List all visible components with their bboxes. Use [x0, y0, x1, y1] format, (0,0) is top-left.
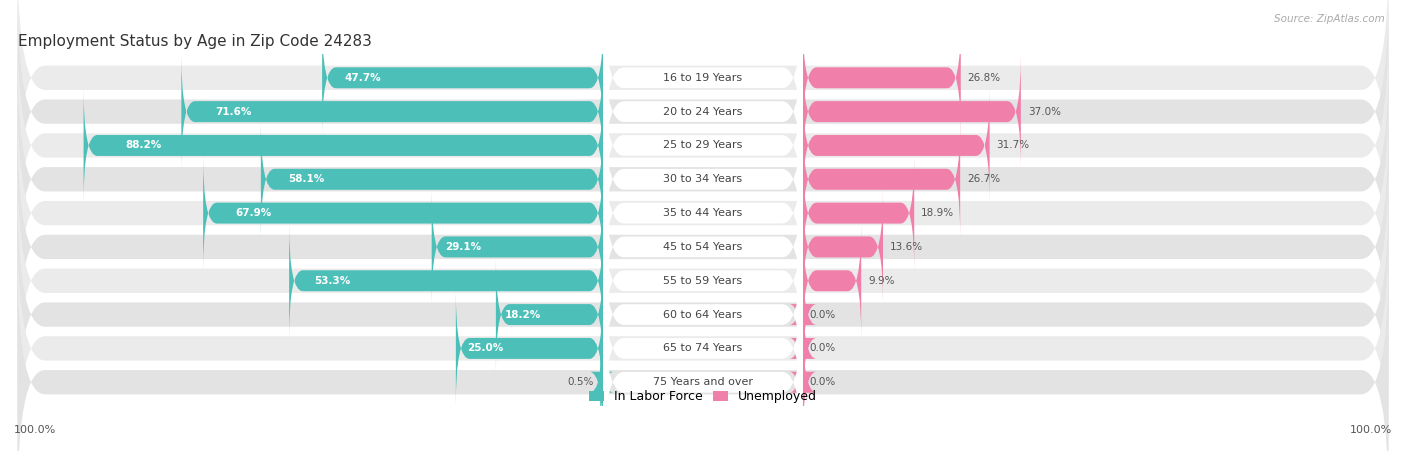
FancyBboxPatch shape: [603, 54, 803, 237]
FancyBboxPatch shape: [603, 291, 803, 451]
FancyBboxPatch shape: [603, 0, 803, 169]
FancyBboxPatch shape: [603, 156, 803, 338]
Text: 37.0%: 37.0%: [1028, 106, 1060, 117]
FancyBboxPatch shape: [789, 325, 817, 439]
FancyBboxPatch shape: [17, 259, 1389, 451]
FancyBboxPatch shape: [17, 157, 1389, 404]
FancyBboxPatch shape: [17, 225, 1389, 451]
FancyBboxPatch shape: [803, 156, 914, 270]
Text: 25.0%: 25.0%: [468, 343, 503, 354]
Text: 88.2%: 88.2%: [125, 140, 162, 151]
FancyBboxPatch shape: [603, 88, 803, 271]
Text: 20 to 24 Years: 20 to 24 Years: [664, 106, 742, 117]
Text: 13.6%: 13.6%: [890, 242, 922, 252]
Text: 9.9%: 9.9%: [868, 276, 894, 286]
FancyBboxPatch shape: [603, 189, 803, 372]
Text: 0.0%: 0.0%: [810, 377, 837, 387]
FancyBboxPatch shape: [432, 190, 603, 304]
FancyBboxPatch shape: [803, 224, 862, 338]
FancyBboxPatch shape: [803, 55, 1021, 169]
FancyBboxPatch shape: [803, 21, 960, 135]
FancyBboxPatch shape: [456, 291, 603, 405]
Text: 100.0%: 100.0%: [14, 425, 56, 435]
FancyBboxPatch shape: [789, 291, 817, 405]
Text: 35 to 44 Years: 35 to 44 Years: [664, 208, 742, 218]
Text: 26.8%: 26.8%: [967, 73, 1001, 83]
FancyBboxPatch shape: [290, 224, 603, 338]
Text: 30 to 34 Years: 30 to 34 Years: [664, 174, 742, 184]
Text: 0.5%: 0.5%: [567, 377, 593, 387]
Text: 75 Years and over: 75 Years and over: [652, 377, 754, 387]
FancyBboxPatch shape: [789, 258, 817, 372]
Text: 25 to 29 Years: 25 to 29 Years: [664, 140, 742, 151]
Text: Source: ZipAtlas.com: Source: ZipAtlas.com: [1274, 14, 1385, 23]
FancyBboxPatch shape: [803, 190, 883, 304]
Text: 18.2%: 18.2%: [505, 309, 541, 320]
Text: 31.7%: 31.7%: [997, 140, 1029, 151]
FancyBboxPatch shape: [17, 0, 1389, 201]
Text: 26.7%: 26.7%: [967, 174, 1000, 184]
Text: 0.0%: 0.0%: [810, 343, 837, 354]
FancyBboxPatch shape: [803, 122, 960, 236]
Text: 45 to 54 Years: 45 to 54 Years: [664, 242, 742, 252]
FancyBboxPatch shape: [202, 156, 603, 270]
FancyBboxPatch shape: [496, 258, 603, 372]
FancyBboxPatch shape: [17, 0, 1389, 235]
FancyBboxPatch shape: [17, 124, 1389, 370]
FancyBboxPatch shape: [803, 88, 990, 202]
Text: 100.0%: 100.0%: [1350, 425, 1392, 435]
Text: 58.1%: 58.1%: [288, 174, 325, 184]
FancyBboxPatch shape: [603, 223, 803, 406]
Text: 0.0%: 0.0%: [810, 309, 837, 320]
Text: 71.6%: 71.6%: [215, 106, 252, 117]
Text: 55 to 59 Years: 55 to 59 Years: [664, 276, 742, 286]
Text: 60 to 64 Years: 60 to 64 Years: [664, 309, 742, 320]
FancyBboxPatch shape: [17, 191, 1389, 437]
Text: 53.3%: 53.3%: [315, 276, 350, 286]
Text: 29.1%: 29.1%: [446, 242, 481, 252]
Text: 18.9%: 18.9%: [921, 208, 955, 218]
Text: 65 to 74 Years: 65 to 74 Years: [664, 343, 742, 354]
FancyBboxPatch shape: [603, 20, 803, 203]
FancyBboxPatch shape: [17, 56, 1389, 303]
FancyBboxPatch shape: [603, 257, 803, 440]
Text: Employment Status by Age in Zip Code 24283: Employment Status by Age in Zip Code 242…: [17, 34, 371, 49]
FancyBboxPatch shape: [589, 325, 614, 439]
Legend: In Labor Force, Unemployed: In Labor Force, Unemployed: [589, 390, 817, 403]
FancyBboxPatch shape: [262, 122, 603, 236]
FancyBboxPatch shape: [83, 88, 603, 202]
FancyBboxPatch shape: [17, 22, 1389, 268]
FancyBboxPatch shape: [603, 122, 803, 304]
FancyBboxPatch shape: [17, 90, 1389, 336]
FancyBboxPatch shape: [322, 21, 603, 135]
Text: 16 to 19 Years: 16 to 19 Years: [664, 73, 742, 83]
Text: 67.9%: 67.9%: [235, 208, 271, 218]
Text: 47.7%: 47.7%: [344, 73, 381, 83]
FancyBboxPatch shape: [181, 55, 603, 169]
